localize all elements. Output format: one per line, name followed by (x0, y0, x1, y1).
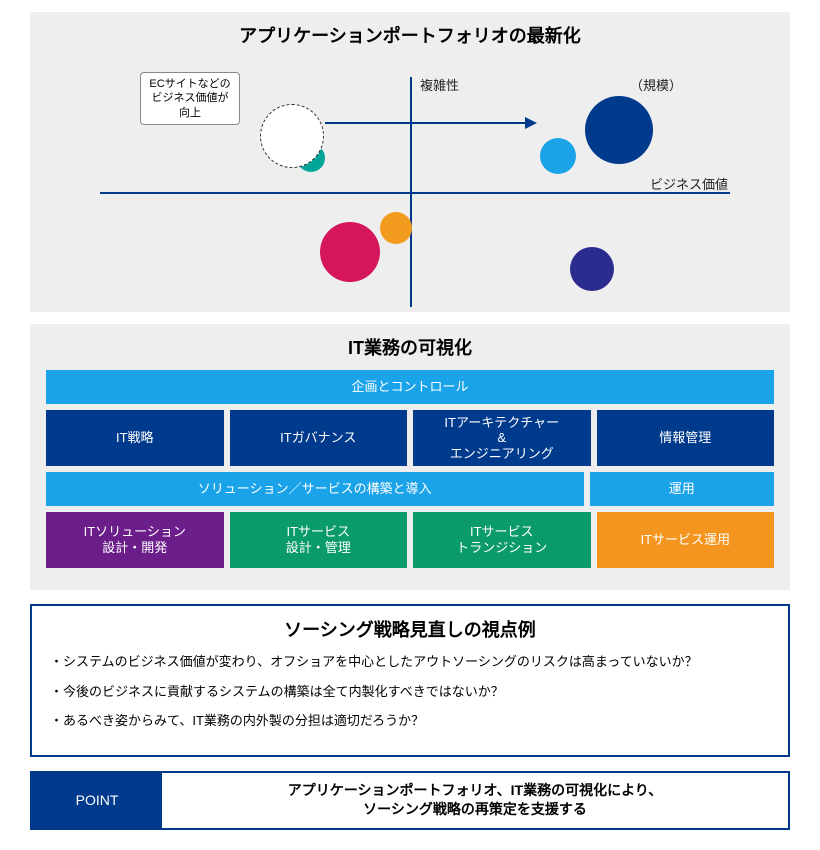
portfolio-title: アプリケーションポートフォリオの最新化 (30, 12, 790, 52)
it-cell: 情報管理 (597, 410, 775, 466)
sourcing-bullet-list: ・システムのビジネス価値が変わり、オフショアを中心としたアウトソーシングのリスク… (50, 652, 770, 731)
it-vis-grid: 企画とコントロール IT戦略ITガバナンスITアーキテクチャー&エンジニアリング情… (30, 364, 790, 590)
axis-horizontal (100, 192, 730, 194)
it-cell: ITアーキテクチャー&エンジニアリング (413, 410, 591, 466)
it-row: ITソリューション設計・開発ITサービス設計・管理ITサービストランジションIT… (46, 512, 774, 568)
it-vis-panel: IT業務の可視化 企画とコントロール IT戦略ITガバナンスITアーキテクチャー&… (30, 324, 790, 590)
arrow-head-icon (525, 117, 537, 129)
sourcing-title: ソーシング戦略見直しの視点例 (50, 616, 770, 642)
callout-box: ECサイトなどのビジネス価値が向上 (140, 72, 240, 125)
it-cell: 運用 (590, 472, 775, 506)
point-text: アプリケーションポートフォリオ、IT業務の可視化により、ソーシング戦略の再策定を… (162, 773, 788, 828)
bubble-1 (585, 96, 653, 164)
it-vis-title: IT業務の可視化 (30, 324, 790, 364)
axis-x-label: ビジネス価値 (650, 174, 728, 193)
it-cell: ITサービストランジション (413, 512, 591, 568)
it-cell: ITサービス運用 (597, 512, 775, 568)
axis-y-label: 複雑性 (420, 75, 459, 94)
sourcing-bullet: ・あるべき姿からみて、IT業務の内外製の分担は適切だろうか？ (50, 711, 770, 731)
bubble-3 (320, 222, 380, 282)
bubble-5 (570, 247, 614, 291)
scale-label: （規模） (630, 75, 682, 94)
it-cell: IT戦略 (46, 410, 224, 466)
bubble-4 (380, 212, 412, 244)
arrow-line (325, 122, 525, 124)
bubble-2 (540, 138, 576, 174)
sourcing-bullet: ・今後のビジネスに貢献するシステムの構築は全て内製化すべきではないか？ (50, 682, 770, 702)
quadrant-chart: 複雑性ビジネス価値 （規模） ECサイトなどのビジネス価値が向上 (30, 52, 790, 312)
it-cell: ソリューション／サービスの構築と導入 (46, 472, 584, 506)
it-cell: ITサービス設計・管理 (230, 512, 408, 568)
it-row: 企画とコントロール (46, 370, 774, 404)
point-label: POINT (32, 773, 162, 828)
it-cell: ITソリューション設計・開発 (46, 512, 224, 568)
sourcing-box: ソーシング戦略見直しの視点例 ・システムのビジネス価値が変わり、オフショアを中心… (30, 604, 790, 757)
it-row: IT戦略ITガバナンスITアーキテクチャー&エンジニアリング情報管理 (46, 410, 774, 466)
bubble-dashed (260, 104, 324, 168)
sourcing-bullet: ・システムのビジネス価値が変わり、オフショアを中心としたアウトソーシングのリスク… (50, 652, 770, 672)
it-cell: 企画とコントロール (46, 370, 774, 404)
portfolio-panel: アプリケーションポートフォリオの最新化 複雑性ビジネス価値 （規模） ECサイトなど… (30, 12, 790, 312)
point-bar: POINT アプリケーションポートフォリオ、IT業務の可視化により、ソーシング戦… (30, 771, 790, 830)
it-cell: ITガバナンス (230, 410, 408, 466)
it-row: ソリューション／サービスの構築と導入運用 (46, 472, 774, 506)
